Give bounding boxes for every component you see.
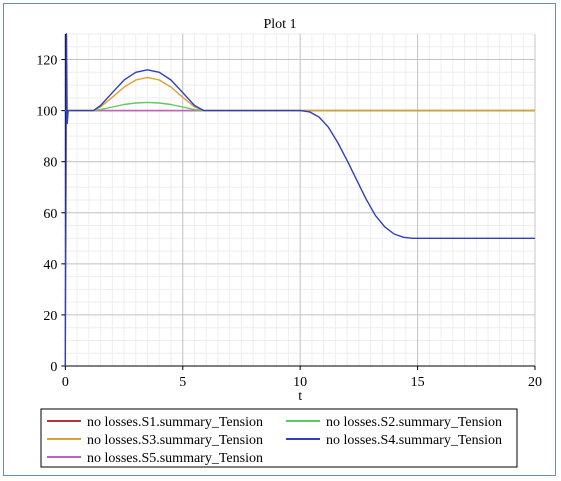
series-line-s4	[64, 33, 535, 367]
legend-label-s2: no losses.S2.summary_Tension	[326, 415, 502, 430]
x-tick-label: 5	[179, 375, 186, 390]
legend-box	[40, 408, 518, 468]
series-line-s3	[65, 76, 535, 112]
x-tick-label: 0	[62, 375, 69, 390]
x-tick-label: 10	[293, 375, 307, 390]
y-tick-label: 60	[43, 207, 57, 222]
x-axis-label: t	[298, 389, 302, 404]
x-tick-label: 15	[411, 375, 425, 390]
y-tick-label: 80	[43, 156, 57, 171]
legend: no losses.S1.summary_Tension no losses.S2…	[40, 408, 518, 468]
legend-label-s4: no losses.S4.summary_Tension	[326, 433, 502, 448]
y-tick-label: 100	[36, 105, 57, 120]
series-lines	[64, 33, 535, 367]
legend-label-s5: no losses.S5.summary_Tension	[87, 451, 263, 466]
chart-title: Plot 1	[263, 17, 296, 32]
legend-label-s1: no losses.S1.summary_Tension	[87, 415, 263, 430]
x-tick-label: 20	[528, 375, 542, 390]
plot-frame: 0 20 40 60 80 100 120 0 5 10 15 20 Plot 1 t no losses.…	[3, 3, 556, 476]
y-tick-label: 120	[36, 54, 57, 69]
legend-label-s3: no losses.S3.summary_Tension	[87, 433, 263, 448]
line-chart: 0 20 40 60 80 100 120 0 5 10 15 20 Plot 1 t no losses.…	[36, 17, 542, 468]
y-tick-label: 40	[43, 258, 57, 273]
series-line-s2	[65, 101, 535, 112]
y-tick-label: 20	[43, 309, 57, 324]
y-tick-label: 0	[50, 360, 57, 375]
